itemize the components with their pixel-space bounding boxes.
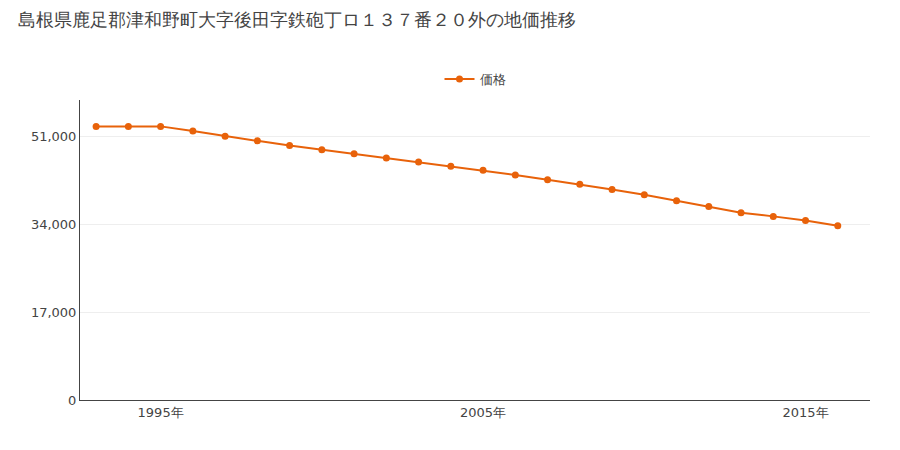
svg-text:2005年: 2005年 bbox=[460, 405, 506, 420]
svg-text:34,000: 34,000 bbox=[31, 217, 77, 232]
svg-text:51,000: 51,000 bbox=[31, 129, 77, 144]
svg-text:1995年: 1995年 bbox=[138, 405, 184, 420]
svg-text:0: 0 bbox=[68, 393, 76, 408]
svg-text:2015年: 2015年 bbox=[782, 405, 828, 420]
svg-text:価格: 価格 bbox=[480, 72, 506, 87]
svg-text:島根県鹿足郡津和野町大字後田字鉄砲丁ロ１３７番２０外の地価推: 島根県鹿足郡津和野町大字後田字鉄砲丁ロ１３７番２０外の地価推移 bbox=[18, 9, 576, 30]
svg-text:17,000: 17,000 bbox=[31, 305, 77, 320]
